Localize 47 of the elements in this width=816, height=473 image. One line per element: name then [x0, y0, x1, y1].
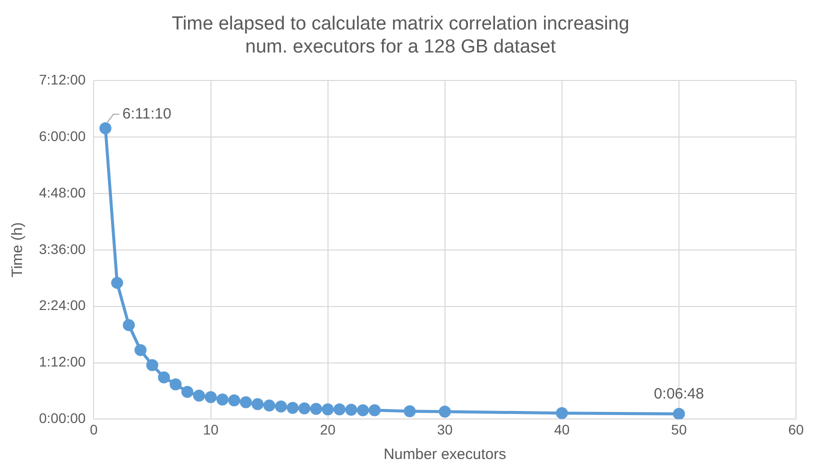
- point: [99, 122, 112, 134]
- point: [158, 371, 170, 384]
- x-tick-label: 60: [788, 421, 804, 438]
- point: [322, 403, 334, 416]
- y-axis-title: Time (h): [9, 222, 26, 278]
- annotation: 6:11:10: [122, 105, 172, 122]
- point: [216, 393, 228, 406]
- point: [345, 404, 358, 416]
- y-tick-label: 7:12:00: [38, 71, 86, 88]
- point: [556, 407, 568, 420]
- y-tick-label: 2:24:00: [38, 297, 86, 314]
- point: [672, 408, 685, 420]
- y-tick-label: 3:36:00: [38, 240, 86, 257]
- point: [404, 405, 416, 418]
- y-tick-label: 0:00:00: [38, 410, 86, 426]
- point: [228, 394, 240, 406]
- point: [263, 400, 276, 412]
- point: [204, 391, 217, 404]
- point: [111, 276, 124, 289]
- point: [252, 398, 264, 410]
- point: [438, 406, 451, 418]
- point: [146, 359, 158, 372]
- x-tick-label: 10: [202, 421, 219, 438]
- point: [134, 344, 147, 356]
- point: [334, 403, 346, 416]
- y-tick-label: 1:12:00: [38, 354, 86, 370]
- point: [122, 319, 135, 332]
- point: [368, 404, 381, 416]
- x-axis-title: Number executors: [384, 446, 506, 464]
- x-tick-label: 20: [320, 421, 336, 438]
- annotation: 0:06:48: [654, 386, 704, 403]
- point: [298, 402, 310, 414]
- x-tick-label: 50: [671, 421, 687, 438]
- x-tick-label: 40: [554, 421, 570, 438]
- point: [240, 396, 252, 408]
- point: [193, 390, 206, 402]
- x-tick-label: 0: [90, 421, 98, 438]
- point: [286, 402, 299, 414]
- point: [181, 386, 194, 398]
- y-tick-label: 4:48:00: [38, 184, 86, 200]
- x-tick-label: 30: [437, 421, 453, 438]
- y-tick-label: 6:00:00: [38, 128, 86, 144]
- point: [170, 378, 182, 390]
- point: [356, 404, 369, 416]
- chart-title: Time elapsed to calculate matrix correlation increasing num. executors for a 128 GB dataset: [172, 14, 630, 58]
- point: [310, 402, 322, 415]
- point: [274, 400, 287, 413]
